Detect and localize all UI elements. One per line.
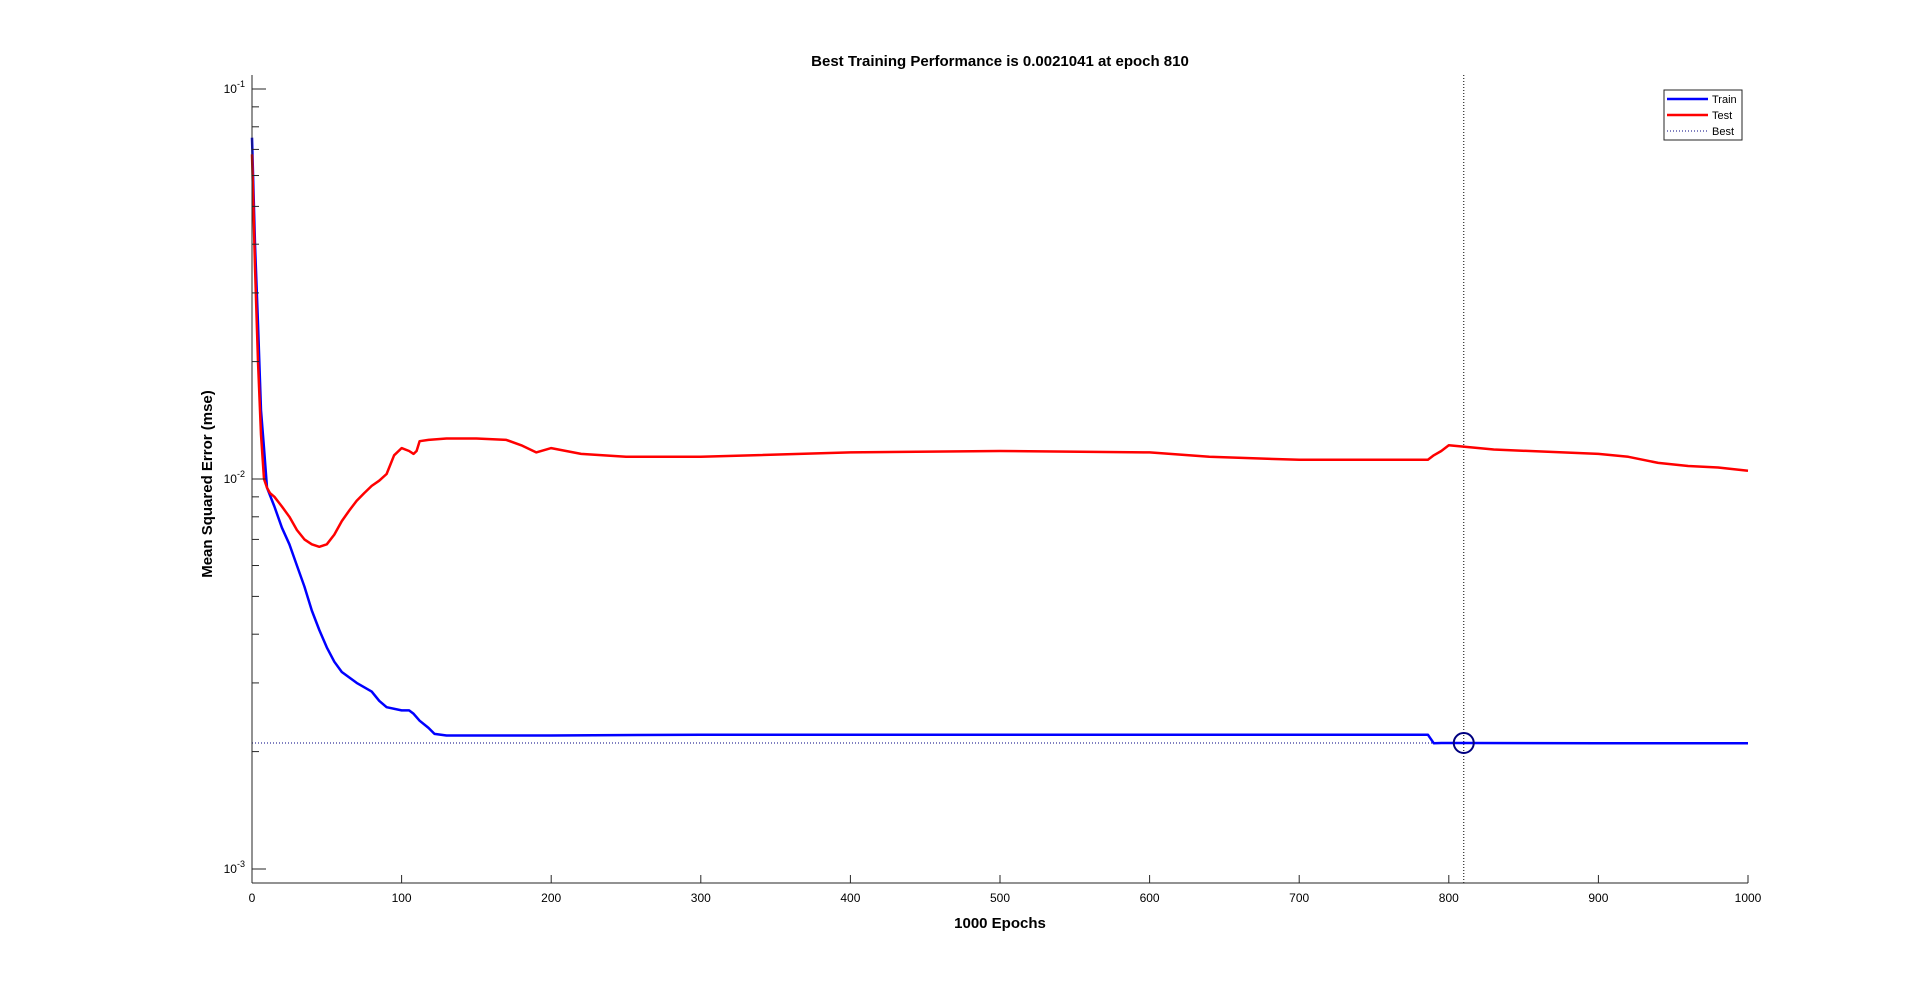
x-tick-label: 600 xyxy=(1140,891,1160,905)
best-point-marker xyxy=(1452,732,1475,755)
chart-title: Best Training Performance is 0.0021041 a… xyxy=(811,53,1189,70)
legend-best-label: Best xyxy=(1712,126,1734,138)
x-tick-label: 500 xyxy=(990,891,1010,905)
x-tick-label: 100 xyxy=(392,891,412,905)
legend-train-label: Train xyxy=(1712,94,1737,106)
x-tick-label: 400 xyxy=(840,891,860,905)
x-tick-label: 700 xyxy=(1289,891,1309,905)
y-axis-label: Mean Squared Error (mse) xyxy=(199,390,216,578)
series-line-test xyxy=(250,154,1749,549)
y-tick-label: 10-1 xyxy=(224,79,245,96)
series-line-train xyxy=(250,137,1748,745)
x-tick-label: 0 xyxy=(249,891,256,905)
x-tick-label: 200 xyxy=(541,891,561,905)
x-tick-label: 900 xyxy=(1588,891,1608,905)
x-tick-label: 1000 xyxy=(1735,891,1762,905)
legend-test-label: Test xyxy=(1712,110,1732,122)
x-tick-label: 800 xyxy=(1439,891,1459,905)
y-tick-label: 10-2 xyxy=(224,469,245,486)
plot-area xyxy=(250,75,1749,883)
x-tick-label: 300 xyxy=(691,891,711,905)
legend: Train Test Best xyxy=(1663,89,1743,141)
y-tick-label: 10-3 xyxy=(224,859,245,876)
x-axis-label: 1000 Epochs xyxy=(954,915,1046,932)
axes: 0 100 200 300 400 500 600 700 800 900 1000 10-3 10-2… xyxy=(224,75,1762,905)
